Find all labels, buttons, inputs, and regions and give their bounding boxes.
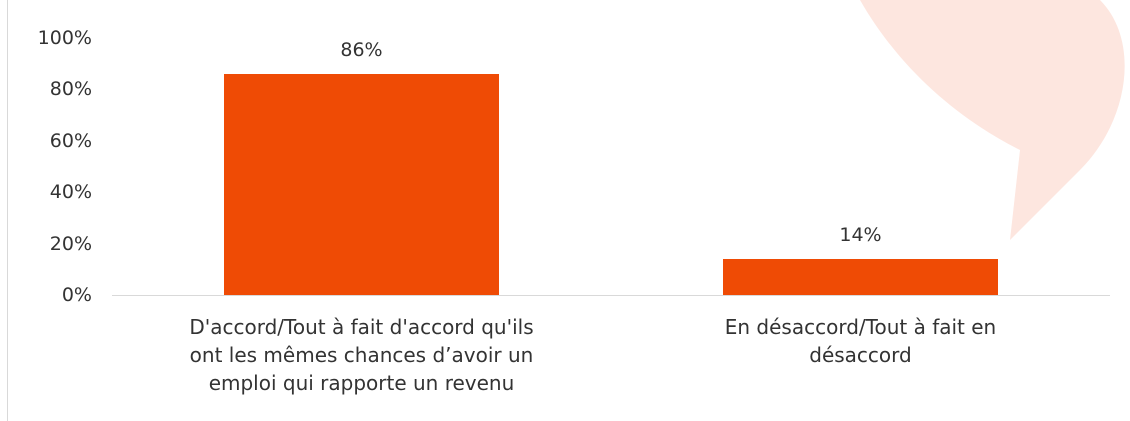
x-tick-label: D'accord/Tout à fait d'accord qu'ils ont… [189, 315, 534, 395]
y-tick-label: 0% [61, 284, 92, 306]
value-label: 14% [839, 224, 882, 247]
bar [723, 259, 998, 295]
bar [224, 73, 499, 295]
decor-shape [860, 0, 1125, 240]
y-tick-label: 20% [49, 232, 92, 255]
y-tick-label: 60% [49, 129, 92, 152]
value-label: 86% [340, 38, 383, 61]
x-tick-label: En désaccord/Tout à fait en désaccord [724, 315, 997, 367]
x-axis-line [112, 295, 1110, 296]
y-tick-label: 80% [49, 78, 92, 101]
y-tick-label: 40% [49, 181, 92, 204]
y-tick-label: 100% [37, 27, 92, 49]
